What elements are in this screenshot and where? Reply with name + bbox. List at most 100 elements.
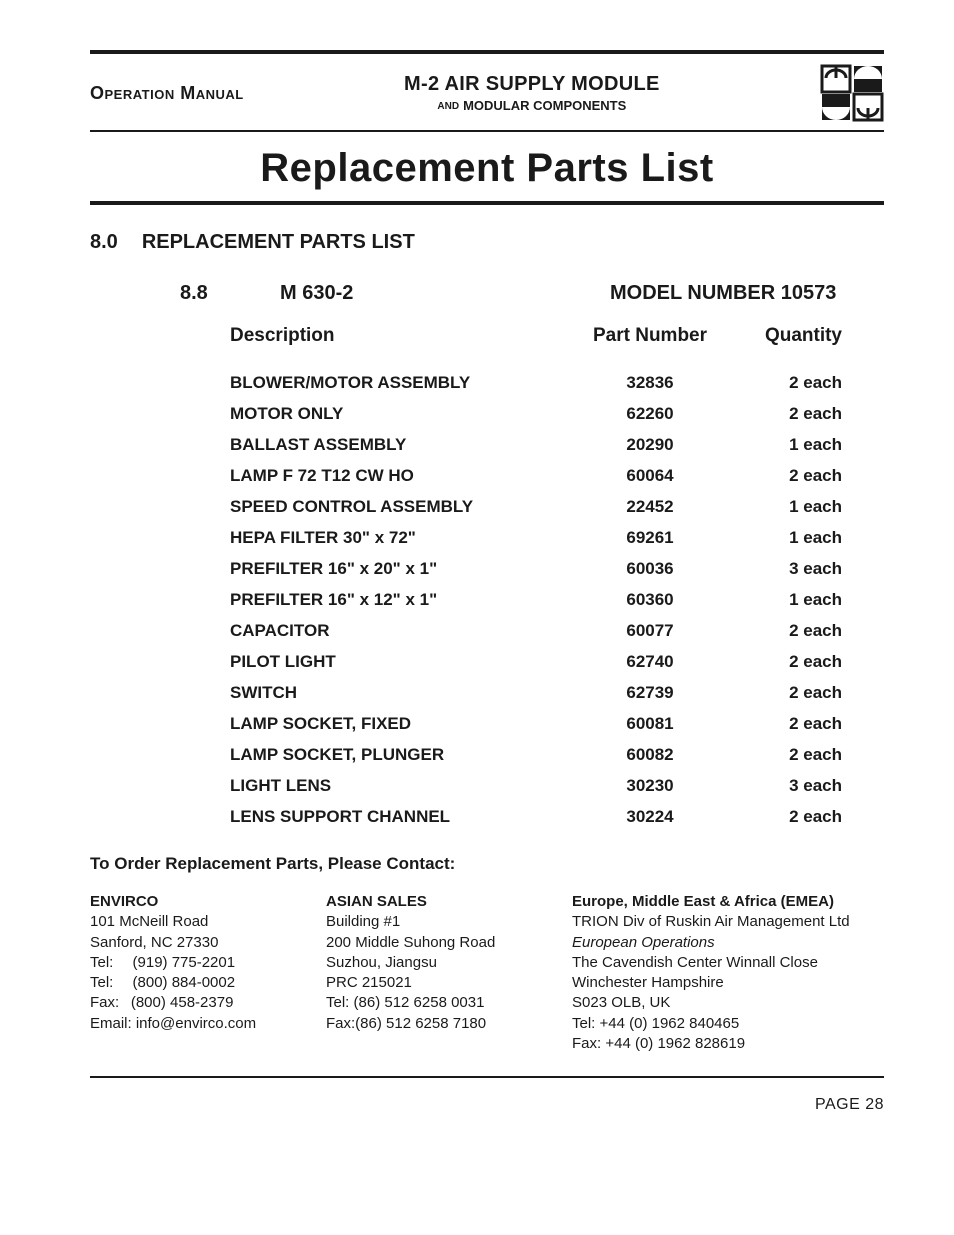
cell-part-number: 69261: [570, 529, 730, 546]
contact-line: TRION Div of Ruskin Air Management Ltd: [572, 912, 872, 932]
cell-quantity: 2 each: [730, 405, 850, 422]
contact-line: Fax: (800) 458-2379: [90, 993, 300, 1013]
table-row: SWITCH627392 each: [230, 677, 884, 708]
cell-part-number: 60064: [570, 467, 730, 484]
contact-line: Tel: (86) 512 6258 0031: [326, 993, 546, 1013]
header-components: MODULAR COMPONENTS: [463, 98, 626, 113]
header-title-line2: AND MODULAR COMPONENTS: [244, 98, 820, 113]
cell-part-number: 30224: [570, 808, 730, 825]
cell-part-number: 60036: [570, 560, 730, 577]
contact-line: Tel: (919) 775-2201: [90, 953, 300, 973]
col-header-part-number: Part Number: [570, 325, 730, 347]
table-body: BLOWER/MOTOR ASSEMBLY328362 eachMOTOR ON…: [230, 367, 884, 832]
contacts-row: ENVIRCO 101 McNeill RoadSanford, NC 2733…: [90, 892, 884, 1054]
header-left: Operation Manual: [90, 83, 244, 104]
contact-line: Winchester Hampshire: [572, 973, 872, 993]
order-heading: To Order Replacement Parts, Please Conta…: [90, 854, 884, 874]
cell-quantity: 2 each: [730, 653, 850, 670]
table-row: PILOT LIGHT627402 each: [230, 646, 884, 677]
contact-line: Tel: +44 (0) 1962 840465: [572, 1014, 872, 1034]
cell-description: PREFILTER 16" x 20" x 1": [230, 560, 570, 577]
cell-part-number: 60077: [570, 622, 730, 639]
contact-asian-sales: ASIAN SALES Building #1200 Middle Suhong…: [326, 892, 546, 1054]
table-row: PREFILTER 16" x 20" x 1"600363 each: [230, 553, 884, 584]
parts-table: Description Part Number Quantity BLOWER/…: [230, 325, 884, 832]
contact-line: Tel: (800) 884-0002: [90, 973, 300, 993]
subsection-row: 8.8 M 630-2 MODEL NUMBER 10573: [90, 282, 884, 305]
table-row: MOTOR ONLY622602 each: [230, 398, 884, 429]
brand-logo-icon: [820, 64, 884, 122]
main-title: Replacement Parts List: [90, 146, 884, 191]
cell-quantity: 1 each: [730, 498, 850, 515]
cell-part-number: 62260: [570, 405, 730, 422]
page-number: PAGE 28: [90, 1096, 884, 1114]
header-center: M-2 AIR SUPPLY MODULE AND MODULAR COMPONE…: [244, 73, 820, 113]
cell-quantity: 2 each: [730, 622, 850, 639]
cell-description: LAMP SOCKET, FIXED: [230, 715, 570, 732]
cell-quantity: 3 each: [730, 560, 850, 577]
contact-line: S023 OLB, UK: [572, 993, 872, 1013]
cell-description: LAMP SOCKET, PLUNGER: [230, 746, 570, 763]
cell-quantity: 1 each: [730, 436, 850, 453]
contact-line: European Operations: [572, 933, 872, 953]
table-row: CAPACITOR600772 each: [230, 615, 884, 646]
cell-description: SPEED CONTROL ASSEMBLY: [230, 498, 570, 515]
contact-line: Suzhou, Jiangsu: [326, 953, 546, 973]
contact-name: Europe, Middle East & Africa (EMEA): [572, 892, 872, 912]
table-row: BALLAST ASSEMBLY202901 each: [230, 429, 884, 460]
header-title-line1: M-2 AIR SUPPLY MODULE: [244, 73, 820, 96]
cell-part-number: 60082: [570, 746, 730, 763]
cell-description: CAPACITOR: [230, 622, 570, 639]
cell-quantity: 2 each: [730, 684, 850, 701]
contact-line: The Cavendish Center Winnall Close: [572, 953, 872, 973]
contact-lines: 101 McNeill RoadSanford, NC 27330Tel: (9…: [90, 912, 300, 1034]
cell-part-number: 20290: [570, 436, 730, 453]
table-row: SPEED CONTROL ASSEMBLY224521 each: [230, 491, 884, 522]
contact-line: PRC 215021: [326, 973, 546, 993]
contact-lines: TRION Div of Ruskin Air Management LtdEu…: [572, 912, 872, 1054]
cell-quantity: 2 each: [730, 808, 850, 825]
contact-line: Building #1: [326, 912, 546, 932]
cell-part-number: 30230: [570, 777, 730, 794]
subsection-name: M 630-2: [280, 282, 570, 305]
header-and: AND: [437, 101, 459, 112]
cell-description: PREFILTER 16" x 12" x 1": [230, 591, 570, 608]
contact-line: Fax: +44 (0) 1962 828619: [572, 1034, 872, 1054]
table-row: LENS SUPPORT CHANNEL302242 each: [230, 801, 884, 832]
cell-quantity: 3 each: [730, 777, 850, 794]
cell-description: HEPA FILTER 30" x 72": [230, 529, 570, 546]
header-bottom-rule: [90, 130, 884, 132]
cell-quantity: 2 each: [730, 467, 850, 484]
contact-line: Fax:(86) 512 6258 7180: [326, 1014, 546, 1034]
table-row: HEPA FILTER 30" x 72"692611 each: [230, 522, 884, 553]
cell-part-number: 60081: [570, 715, 730, 732]
cell-description: MOTOR ONLY: [230, 405, 570, 422]
section-label: REPLACEMENT PARTS LIST: [142, 231, 415, 254]
table-header-row: Description Part Number Quantity: [230, 325, 884, 347]
contact-line: Sanford, NC 27330: [90, 933, 300, 953]
col-header-description: Description: [230, 325, 570, 347]
contact-emea: Europe, Middle East & Africa (EMEA) TRIO…: [572, 892, 872, 1054]
cell-description: LIGHT LENS: [230, 777, 570, 794]
cell-quantity: 2 each: [730, 746, 850, 763]
cell-description: BALLAST ASSEMBLY: [230, 436, 570, 453]
cell-quantity: 2 each: [730, 715, 850, 732]
contact-line: 101 McNeill Road: [90, 912, 300, 932]
table-row: LAMP SOCKET, FIXED600812 each: [230, 708, 884, 739]
model-number: MODEL NUMBER 10573: [570, 282, 884, 305]
contact-name: ASIAN SALES: [326, 892, 546, 912]
cell-part-number: 60360: [570, 591, 730, 608]
cell-quantity: 1 each: [730, 591, 850, 608]
cell-part-number: 62739: [570, 684, 730, 701]
section-number: 8.0: [90, 231, 118, 254]
cell-part-number: 22452: [570, 498, 730, 515]
contact-name: ENVIRCO: [90, 892, 300, 912]
cell-description: SWITCH: [230, 684, 570, 701]
contact-line: Email: info@envirco.com: [90, 1014, 300, 1034]
table-row: PREFILTER 16" x 12" x 1"603601 each: [230, 584, 884, 615]
title-underline-rule: [90, 201, 884, 205]
document-page: Operation Manual M-2 AIR SUPPLY MODULE A…: [0, 0, 954, 1235]
section-heading: 8.0 REPLACEMENT PARTS LIST: [90, 231, 884, 254]
cell-description: PILOT LIGHT: [230, 653, 570, 670]
table-row: BLOWER/MOTOR ASSEMBLY328362 each: [230, 367, 884, 398]
